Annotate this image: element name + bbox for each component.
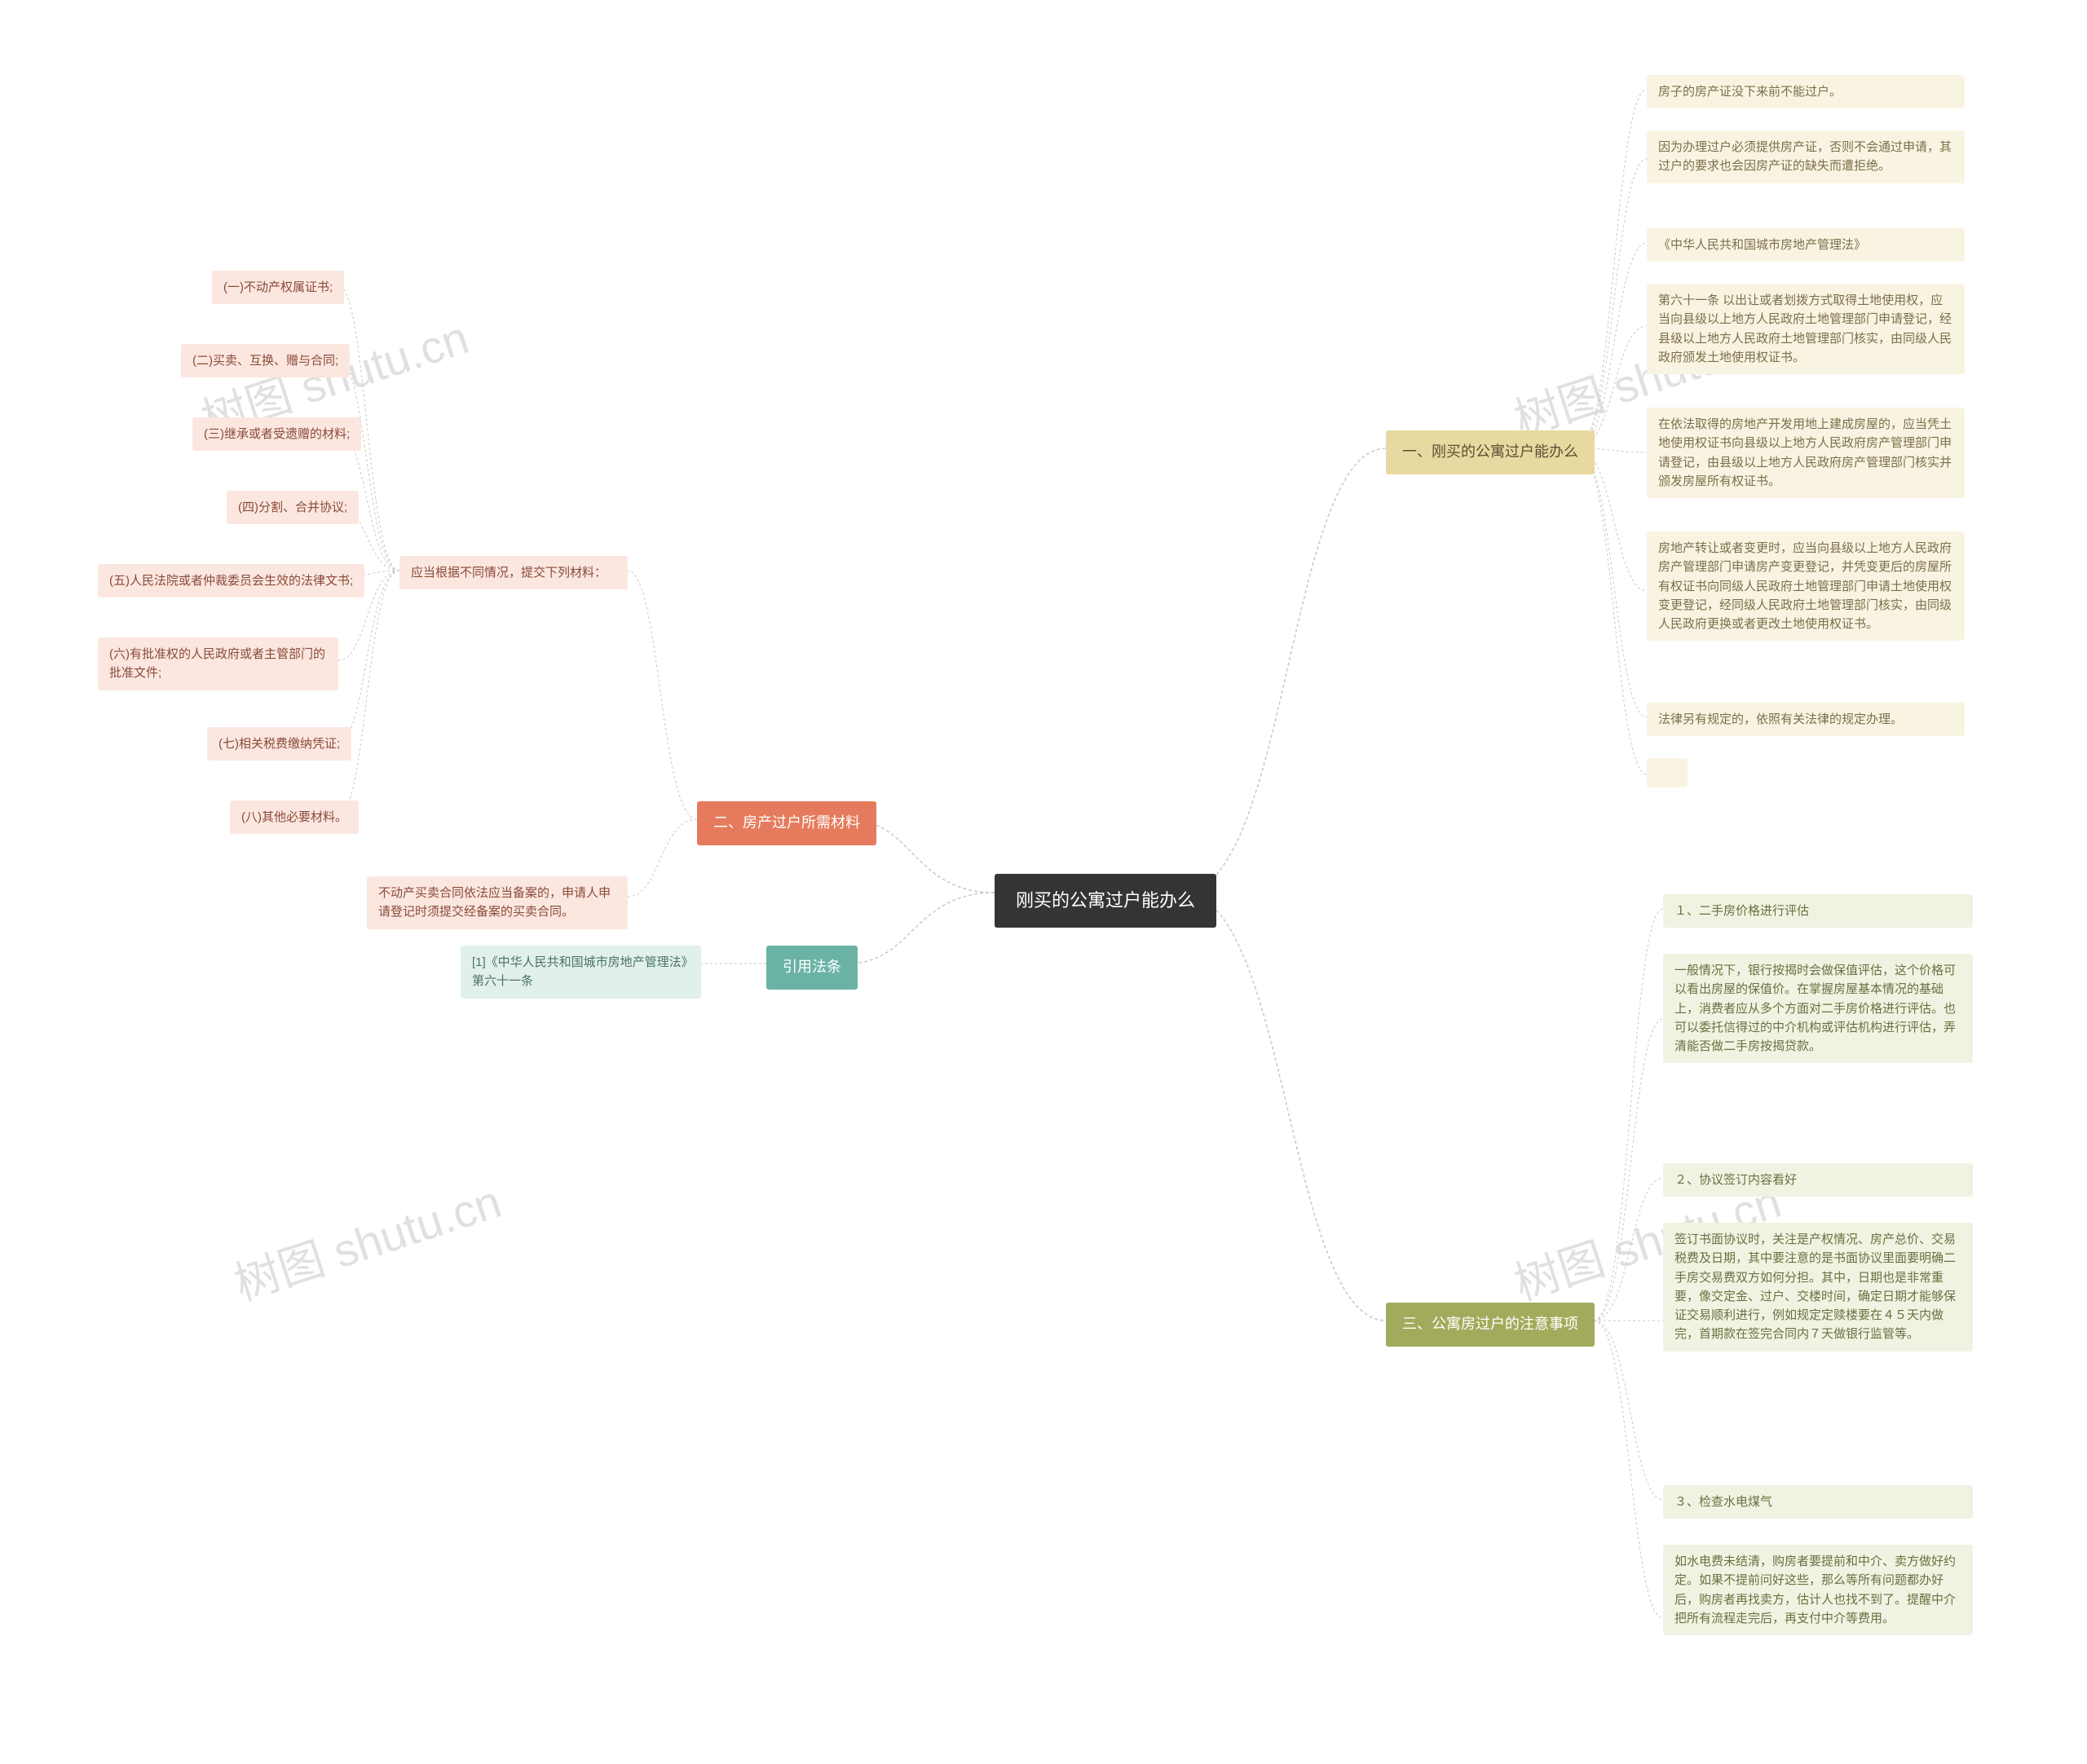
- leaf-text: 在依法取得的房地产开发用地上建成房屋的，应当凭土地使用权证书向县级以上地方人民政…: [1658, 417, 1952, 488]
- root-node[interactable]: 刚买的公寓过户能办么: [995, 874, 1216, 928]
- leaf-b2c1b[interactable]: (二)买卖、互换、赠与合同;: [181, 344, 350, 377]
- leaf-b1c2[interactable]: 因为办理过户必须提供房产证，否则不会通过申请，其过户的要求也会因房产证的缺失而遭…: [1647, 130, 1965, 183]
- leaf-text: (五)人民法院或者仲裁委员会生效的法律文书;: [109, 574, 353, 588]
- leaf-b3c2[interactable]: 一般情况下，银行按揭时会做保值评估，这个价格可以看出房屋的保值价。在掌握房屋基本…: [1663, 954, 1973, 1063]
- leaf-text: 房子的房产证没下来前不能过户。: [1658, 85, 1842, 99]
- leaf-b3c6[interactable]: 如水电费未结清，购房者要提前和中介、卖方做好约定。如果不提前问好这些，那么等所有…: [1663, 1545, 1973, 1635]
- leaf-b3c1[interactable]: １、二手房价格进行评估: [1663, 894, 1973, 928]
- leaf-text: (二)买卖、互换、赠与合同;: [192, 354, 338, 368]
- branch-ref-label: 引用法条: [783, 959, 841, 975]
- leaf-b1c7[interactable]: 法律另有规定的，依照有关法律的规定办理。: [1647, 703, 1965, 736]
- leaf-text: 一般情况下，银行按揭时会做保值评估，这个价格可以看出房屋的保值价。在掌握房屋基本…: [1674, 964, 1956, 1053]
- leaf-b3c3[interactable]: ２、协议签订内容看好: [1663, 1163, 1973, 1197]
- leaf-text: 应当根据不同情况，提交下列材料：: [411, 566, 607, 580]
- leaf-b2c1h[interactable]: (八)其他必要材料。: [230, 800, 359, 834]
- leaf-text: １、二手房价格进行评估: [1674, 904, 1809, 918]
- leaf-b1c8[interactable]: [1647, 758, 1688, 787]
- leaf-text: 第六十一条 以出让或者划拨方式取得土地使用权，应当向县级以上地方人民政府土地管理…: [1658, 293, 1952, 364]
- leaf-b2c1d[interactable]: (四)分割、合并协议;: [227, 491, 359, 524]
- branch-3-label: 三、公寓房过户的注意事项: [1402, 1316, 1578, 1332]
- leaf-text: (八)其他必要材料。: [241, 810, 347, 824]
- leaf-text: 如水电费未结清，购房者要提前和中介、卖方做好约定。如果不提前问好这些，那么等所有…: [1674, 1555, 1956, 1625]
- leaf-text: 不动产买卖合同依法应当备案的，申请人申请登记时须提交经备案的买卖合同。: [378, 886, 611, 919]
- leaf-text: ３、检查水电煤气: [1674, 1495, 1772, 1509]
- leaf-text: 房地产转让或者变更时，应当向县级以上地方人民政府房产管理部门申请房产变更登记，并…: [1658, 541, 1952, 631]
- leaf-text: 《中华人民共和国城市房地产管理法》: [1658, 238, 1866, 252]
- leaf-b2c1c[interactable]: (三)继承或者受遗赠的材料;: [192, 417, 361, 451]
- leaf-b2c1e[interactable]: (五)人民法院或者仲裁委员会生效的法律文书;: [98, 564, 364, 598]
- leaf-b2c2[interactable]: 不动产买卖合同依法应当备案的，申请人申请登记时须提交经备案的买卖合同。: [367, 876, 628, 929]
- leaf-b2c1g[interactable]: (七)相关税费缴纳凭证;: [207, 727, 351, 761]
- leaf-text: (三)继承或者受遗赠的材料;: [204, 427, 350, 441]
- branch-1-label: 一、刚买的公寓过户能办么: [1402, 443, 1578, 460]
- leaf-text: (一)不动产权属证书;: [223, 280, 333, 294]
- leaf-text: (六)有批准权的人民政府或者主管部门的批准文件;: [109, 647, 325, 680]
- root-label: 刚买的公寓过户能办么: [1016, 890, 1195, 911]
- leaf-b2c1a[interactable]: (一)不动产权属证书;: [212, 271, 344, 304]
- leaf-b3c4[interactable]: 签订书面协议时，关注是产权情况、房产总价、交易税费及日期，其中要注意的是书面协议…: [1663, 1223, 1973, 1352]
- branch-ref[interactable]: 引用法条: [766, 946, 858, 990]
- leaf-text: 法律另有规定的，依照有关法律的规定办理。: [1658, 712, 1903, 726]
- leaf-b1c5[interactable]: 在依法取得的房地产开发用地上建成房屋的，应当凭土地使用权证书向县级以上地方人民政…: [1647, 408, 1965, 498]
- branch-2[interactable]: 二、房产过户所需材料: [697, 801, 876, 845]
- leaf-b2c1f[interactable]: (六)有批准权的人民政府或者主管部门的批准文件;: [98, 637, 338, 690]
- leaf-text: ２、协议签订内容看好: [1674, 1173, 1797, 1187]
- leaf-b3c5[interactable]: ３、检查水电煤气: [1663, 1485, 1973, 1519]
- leaf-b1c4[interactable]: 第六十一条 以出让或者划拨方式取得土地使用权，应当向县级以上地方人民政府土地管理…: [1647, 284, 1965, 374]
- leaf-b1c6[interactable]: 房地产转让或者变更时，应当向县级以上地方人民政府房产管理部门申请房产变更登记，并…: [1647, 531, 1965, 641]
- branch-2-label: 二、房产过户所需材料: [713, 814, 860, 831]
- branch-3[interactable]: 三、公寓房过户的注意事项: [1386, 1303, 1595, 1347]
- watermark: 树图 shutu.cn: [225, 1166, 509, 1314]
- leaf-refc1[interactable]: [1]《中华人民共和国城市房地产管理法》第六十一条: [461, 946, 701, 999]
- leaf-b1c3[interactable]: 《中华人民共和国城市房地产管理法》: [1647, 228, 1965, 262]
- leaf-text: [1]《中华人民共和国城市房地产管理法》第六十一条: [472, 955, 687, 988]
- leaf-text: 因为办理过户必须提供房产证，否则不会通过申请，其过户的要求也会因房产证的缺失而遭…: [1658, 140, 1952, 173]
- leaf-b1c1[interactable]: 房子的房产证没下来前不能过户。: [1647, 75, 1965, 108]
- branch-1[interactable]: 一、刚买的公寓过户能办么: [1386, 430, 1595, 474]
- leaf-text: (四)分割、合并协议;: [238, 501, 347, 514]
- leaf-text: (七)相关税费缴纳凭证;: [218, 737, 340, 751]
- leaf-text: 签订书面协议时，关注是产权情况、房产总价、交易税费及日期，其中要注意的是书面协议…: [1674, 1233, 1956, 1341]
- leaf-b2c1[interactable]: 应当根据不同情况，提交下列材料：: [399, 556, 628, 589]
